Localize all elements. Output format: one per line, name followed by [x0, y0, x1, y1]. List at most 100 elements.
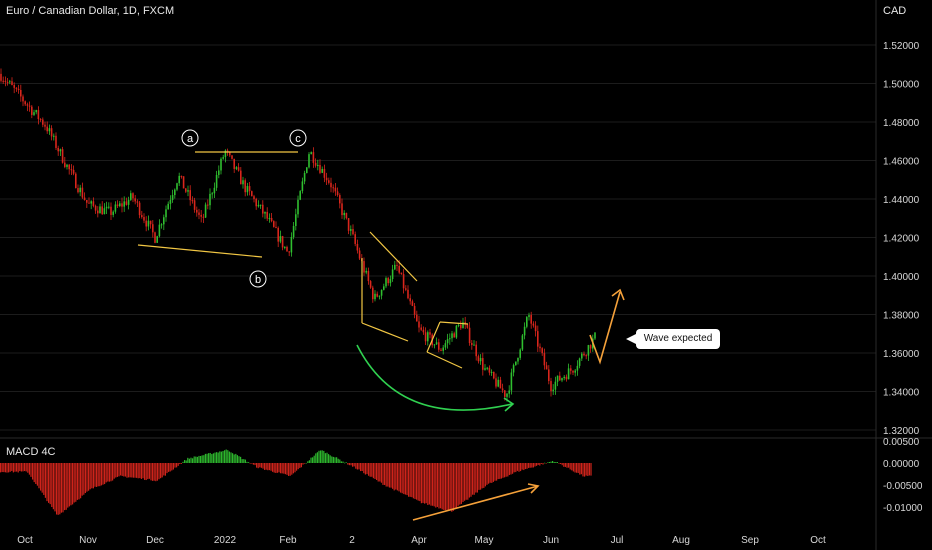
- macd-bar: [35, 463, 37, 484]
- candle-body: [92, 201, 95, 206]
- candle-body: [548, 369, 550, 382]
- candle-body: [541, 348, 543, 354]
- candle-body: [209, 193, 211, 206]
- macd-bar: [275, 463, 277, 473]
- candle-body: [358, 250, 361, 259]
- candle-body: [334, 187, 337, 192]
- candle-body: [552, 389, 554, 392]
- macd-bar: [83, 463, 85, 495]
- wave-point-label: c: [295, 133, 301, 145]
- macd-bar: [144, 463, 146, 480]
- macd-bar: [376, 463, 378, 481]
- candle-body: [471, 343, 473, 345]
- macd-bar: [169, 463, 171, 472]
- macd-bar: [41, 463, 43, 493]
- candle-body: [66, 164, 68, 167]
- candle-body: [255, 199, 257, 207]
- candle-body: [594, 332, 596, 339]
- orange-wave-arrow: [589, 291, 621, 365]
- candle-body: [574, 370, 576, 373]
- macd-bar: [300, 463, 302, 468]
- candle-body: [295, 214, 297, 226]
- candle-body: [477, 356, 480, 362]
- macd-bar: [534, 463, 536, 467]
- macd-bar: [336, 457, 338, 463]
- macd-bar: [468, 463, 470, 498]
- candle-body: [0, 73, 2, 81]
- price-tick-label: 1.40000: [883, 272, 920, 283]
- candle-body: [308, 154, 310, 168]
- price-tick-label: 1.32000: [883, 426, 920, 437]
- macd-bar: [588, 463, 590, 476]
- macd-bar: [67, 463, 69, 508]
- candle-body: [273, 221, 275, 227]
- candle-body: [336, 191, 339, 196]
- macd-bar: [163, 463, 165, 476]
- candle-body: [176, 183, 178, 190]
- candle-body: [422, 329, 425, 333]
- macd-bar: [539, 463, 541, 466]
- candle-body: [495, 378, 497, 387]
- candle-body: [578, 358, 581, 366]
- candle-body: [475, 344, 477, 357]
- macd-bar: [171, 463, 173, 471]
- candle-body: [486, 367, 488, 369]
- macd-bar: [432, 463, 434, 506]
- macd-bar: [299, 463, 301, 468]
- candle-body: [279, 236, 282, 242]
- macd-bar: [486, 463, 488, 485]
- macd-bar: [536, 463, 538, 466]
- candle-body: [347, 218, 350, 231]
- macd-bar: [435, 463, 437, 508]
- macd-bar: [366, 463, 368, 475]
- candle-body: [310, 152, 312, 155]
- macd-bar: [401, 463, 403, 494]
- candle-body: [270, 217, 273, 222]
- candle-body: [90, 201, 92, 204]
- candle-body: [407, 289, 409, 299]
- macd-bar: [52, 463, 54, 510]
- macd-bar: [224, 450, 226, 463]
- candle-body: [130, 193, 132, 200]
- macd-bar: [400, 463, 402, 493]
- price-axis[interactable]: 1.52000 1.50000 1.48000 1.46000 1.44000 1.420…: [883, 41, 920, 437]
- macd-bar: [414, 463, 416, 500]
- macd-bar: [326, 452, 328, 463]
- candle-body: [402, 274, 405, 289]
- candle-body: [290, 237, 293, 253]
- macd-bar: [46, 463, 48, 502]
- candle-body: [297, 199, 299, 215]
- macd-bar: [112, 463, 114, 481]
- macd-bar: [574, 463, 576, 473]
- time-tick-label: May: [475, 535, 494, 546]
- candle-body: [519, 349, 521, 358]
- macd-bar: [91, 463, 93, 489]
- candle-body: [367, 270, 370, 282]
- candle-body: [105, 206, 108, 209]
- candle-body: [532, 323, 535, 326]
- macd-bar: [483, 463, 485, 488]
- macd-bar: [139, 463, 141, 479]
- wedge-top: [369, 231, 418, 282]
- macd-bar: [70, 463, 72, 506]
- candle-body: [365, 270, 367, 273]
- macd-bar: [9, 463, 11, 472]
- macd-bar: [356, 463, 358, 470]
- macd-bar: [257, 463, 259, 469]
- macd-axis[interactable]: 0.00500 0.00000 -0.00500 -0.01000: [883, 437, 923, 514]
- macd-bar: [328, 454, 330, 463]
- candle-body: [178, 175, 180, 184]
- candle-body: [539, 346, 541, 349]
- macd-bar: [352, 463, 354, 467]
- macd-bar: [321, 450, 323, 463]
- macd-bar: [409, 463, 411, 497]
- macd-bar: [102, 463, 104, 485]
- candle-body: [457, 324, 460, 326]
- macd-bar: [347, 463, 349, 465]
- time-axis[interactable]: Oct Nov Dec 2022 Feb 2 Apr May Jun Jul Aug Sep Oct: [17, 535, 826, 546]
- macd-bar: [360, 463, 362, 472]
- macd-bar: [579, 463, 581, 475]
- macd-bar: [499, 463, 501, 479]
- candle-body: [484, 368, 486, 370]
